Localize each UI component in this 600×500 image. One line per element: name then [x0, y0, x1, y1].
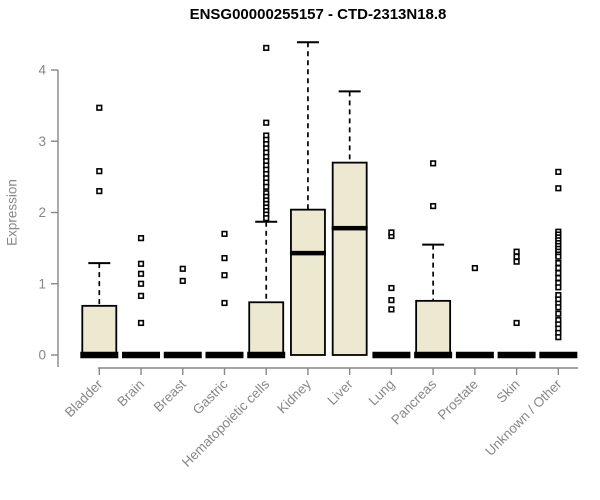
x-tick-label-gastric: Gastric — [190, 376, 231, 417]
median-line — [247, 351, 286, 359]
outlier-point — [137, 235, 145, 242]
x-tick-label-prostate: Prostate — [435, 377, 481, 423]
outlier-point — [513, 248, 520, 255]
median-line — [455, 351, 494, 359]
outlier-point — [137, 292, 145, 299]
outlier-point — [555, 259, 562, 267]
x-tick-label-bladder: Bladder — [62, 376, 106, 420]
outlier-point — [388, 229, 395, 236]
y-axis: 0 1 2 3 4 — [38, 63, 59, 367]
x-tick-label-kidney: Kidney — [274, 376, 314, 416]
outlier-point — [555, 274, 562, 282]
outlier-point — [388, 284, 395, 292]
outlier-point — [388, 297, 395, 304]
iqr-box — [248, 301, 285, 356]
outlier-point — [137, 270, 145, 277]
box-group-bladder — [80, 104, 119, 359]
outlier-point — [96, 188, 103, 195]
x-tick-label-skin: Skin — [494, 377, 523, 406]
y-tick-label: 3 — [38, 134, 46, 149]
iqr-box — [415, 299, 452, 356]
outlier-point — [221, 299, 228, 307]
x-tick-label-breast: Breast — [151, 376, 189, 414]
outlier-point — [221, 230, 228, 237]
outlier-point — [96, 168, 103, 175]
y-tick-label: 1 — [38, 276, 46, 291]
outlier-point — [513, 258, 520, 265]
outlier-point — [555, 185, 562, 192]
box-group-skin — [497, 248, 536, 359]
outlier-point — [555, 304, 562, 311]
box-group-breast — [163, 265, 202, 359]
x-tick-label-liver: Liver — [325, 376, 357, 408]
outlier-point — [221, 255, 228, 262]
outlier-point — [555, 284, 562, 291]
outlier-point — [430, 202, 437, 210]
median-line — [163, 351, 202, 359]
outlier-point — [263, 119, 270, 126]
iqr-box — [331, 161, 368, 356]
outlier-point — [513, 253, 520, 260]
box-group-brain — [122, 235, 161, 359]
x-tick-label-lung: Lung — [366, 377, 398, 409]
outlier-point — [137, 280, 145, 287]
outlier-point — [555, 264, 562, 272]
outlier-point — [137, 260, 145, 267]
outlier-point — [179, 265, 186, 272]
outlier-point — [513, 319, 520, 327]
y-tick-label: 4 — [38, 63, 46, 78]
median-line — [539, 351, 578, 359]
outlier-point — [263, 44, 270, 52]
chart-title: ENSG00000255157 - CTD-2313N18.8 — [189, 6, 447, 23]
iqr-box — [290, 208, 326, 356]
median-line — [331, 225, 368, 231]
outlier-point — [137, 319, 145, 327]
outlier-point — [263, 215, 270, 222]
outlier-point — [555, 253, 562, 260]
x-tick-label-pancreas: Pancreas — [388, 376, 439, 427]
outlier-point — [263, 183, 270, 190]
median-line — [80, 351, 119, 359]
median-line — [205, 351, 244, 359]
x-tick-label-unknown-other: Unknown / Other — [482, 376, 565, 459]
y-tick-label: 2 — [38, 205, 46, 220]
outlier-point — [221, 272, 228, 279]
box-group-pancreas — [414, 160, 453, 359]
outlier-point — [555, 310, 562, 317]
median-line — [372, 351, 411, 359]
box-group-liver — [331, 90, 368, 356]
outlier-point — [96, 104, 103, 111]
box-group-lung — [372, 229, 411, 359]
box-group-gastric — [205, 230, 244, 359]
median-line — [122, 351, 161, 359]
box-group-hematopoietic-cells — [247, 44, 286, 359]
outlier-point — [555, 269, 562, 277]
box-group-prostate — [455, 264, 494, 359]
y-tick-label: 0 — [38, 348, 46, 363]
median-line — [497, 351, 536, 359]
outlier-point — [555, 334, 562, 341]
outlier-point — [471, 264, 478, 272]
outlier-point — [430, 160, 437, 167]
outlier-point — [388, 306, 395, 313]
median-line — [289, 250, 326, 256]
x-tick-label-brain: Brain — [114, 377, 147, 410]
outlier-point — [555, 168, 562, 175]
iqr-box — [81, 304, 118, 356]
box-group-unknown-other — [539, 168, 578, 359]
median-line — [414, 351, 453, 359]
outlier-point — [179, 277, 186, 285]
box-group-kidney — [289, 41, 326, 356]
